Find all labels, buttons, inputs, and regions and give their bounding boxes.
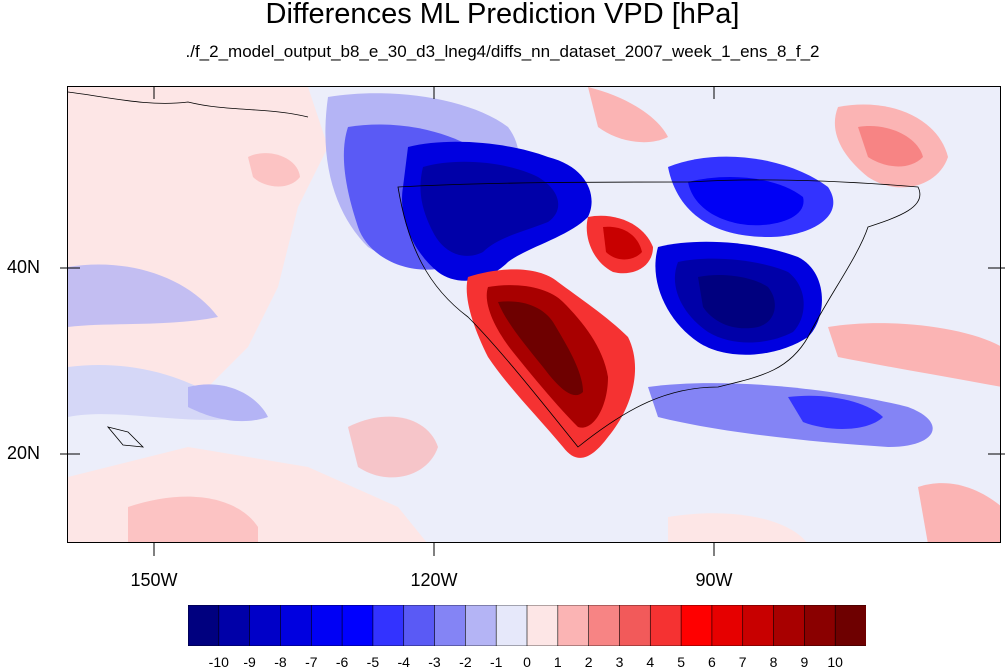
lat-label-20n: 20N (6, 443, 40, 463)
lon-label-90w: 90W (695, 570, 733, 590)
map-subtitle: ./f_2_model_output_b8_e_30_d3_lneg4/diff… (185, 42, 820, 61)
colorbar-tick-label: 10 (827, 654, 843, 670)
lat-label-40n: 40N (6, 257, 40, 277)
colorbar-swatch (773, 605, 806, 646)
colorbar-swatch (188, 605, 220, 646)
lon-label-150w: 150W (130, 570, 178, 590)
colorbar-swatch (495, 605, 528, 646)
colorbar-tick-label: -3 (428, 654, 441, 670)
colorbar-swatch (403, 605, 436, 646)
map-plot-area (67, 86, 1001, 543)
colorbar-swatch (372, 605, 405, 646)
colorbar-swatch (588, 605, 621, 646)
colorbar-tick-label: 6 (707, 654, 716, 670)
colorbar-swatch (526, 605, 559, 646)
colorbar-swatch (804, 605, 836, 646)
colorbar-swatch (465, 605, 497, 646)
colorbar-swatch (711, 605, 744, 646)
colorbar-tick-label: -1 (489, 654, 503, 670)
colorbar-tick-label: 3 (615, 654, 624, 670)
colorbar-swatch (557, 605, 590, 646)
colorbar-swatch (310, 605, 343, 646)
colorbar-tick-label: -10 (208, 654, 229, 670)
colorbar-tick-label: -7 (305, 654, 318, 670)
colorbar-tick-label: -9 (243, 654, 256, 670)
colorbar-swatch (742, 605, 775, 646)
colorbar-tick-label: 9 (800, 654, 809, 670)
colorbar-tick-label: 8 (769, 654, 778, 670)
vpd-difference-field (68, 87, 1000, 542)
colorbar-swatch (249, 605, 282, 646)
colorbar-tick-label: 7 (738, 654, 747, 670)
colorbar-swatch (834, 605, 866, 646)
lon-label-120w: 120W (410, 570, 458, 590)
colorbar-tick-label: -8 (274, 654, 287, 670)
colorbar-tick-label: 4 (646, 654, 655, 670)
colorbar-tick-label: 5 (677, 654, 685, 670)
colorbar-tick-label: -5 (366, 654, 380, 670)
colorbar-tick-label: 1 (553, 654, 562, 670)
colorbar-tick-label: 2 (584, 654, 593, 670)
colorbar-tick-label: -2 (459, 654, 472, 670)
colorbar-swatch (680, 605, 713, 646)
colorbar-swatch (280, 605, 313, 646)
colorbar-swatch (434, 605, 467, 646)
colorbar-tick-label: -6 (335, 654, 349, 670)
colorbar-swatch (341, 605, 374, 646)
colorbar (188, 605, 866, 646)
map-title: Differences ML Prediction VPD [hPa] (265, 0, 740, 30)
colorbar-tick-label: 0 (523, 654, 531, 670)
colorbar-swatch (649, 605, 682, 646)
colorbar-tick-label: -4 (397, 654, 410, 670)
colorbar-swatch (218, 605, 251, 646)
colorbar-swatch (619, 605, 652, 646)
